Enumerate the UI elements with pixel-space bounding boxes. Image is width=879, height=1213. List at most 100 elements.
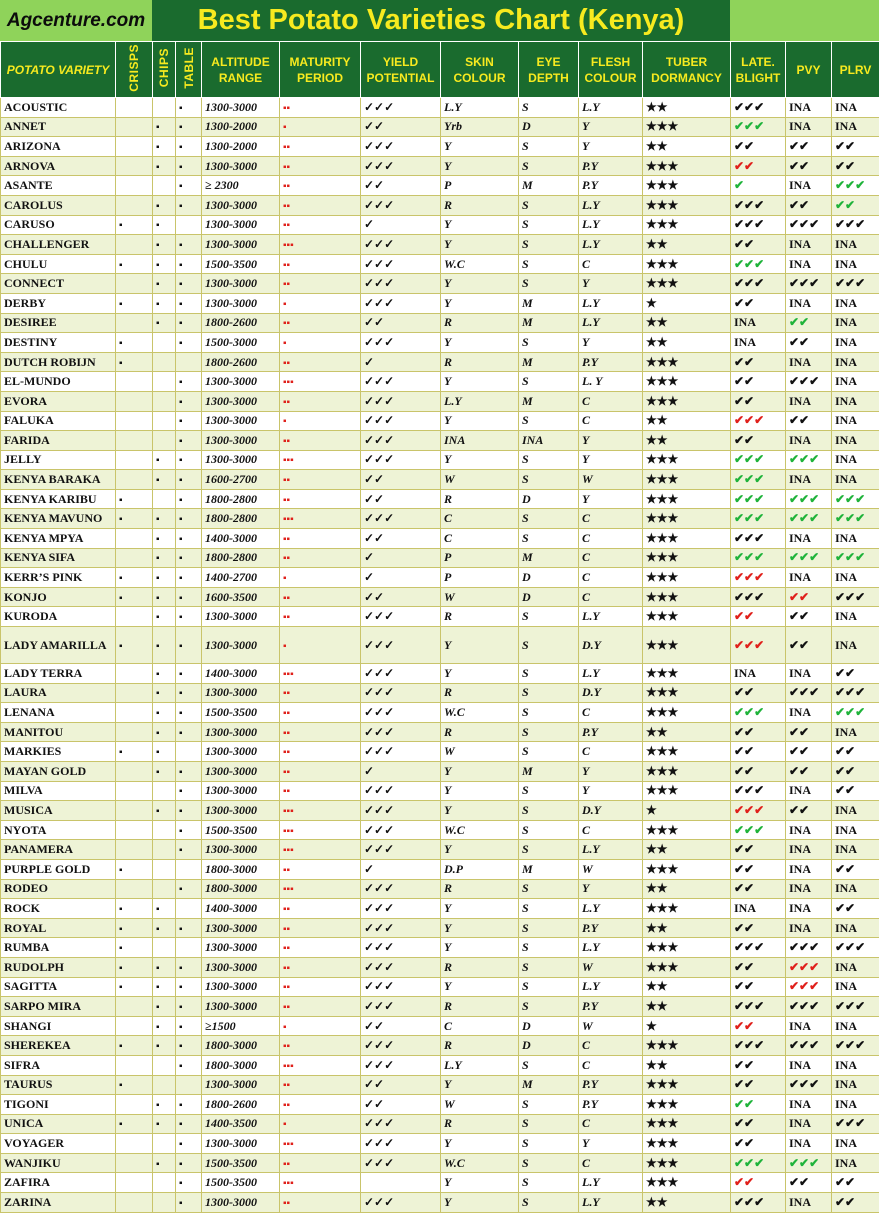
flesh-colour: L.Y: [579, 840, 643, 860]
table-cell-marks: ▪: [179, 1022, 183, 1033]
eye-depth: S: [519, 411, 579, 431]
table-cell: ▪: [176, 1055, 202, 1075]
tuber-dormancy: ★★★: [643, 568, 731, 588]
late-blight: ✔✔: [731, 918, 786, 938]
table-cell-marks: ▪: [179, 318, 183, 329]
pvy: INA: [786, 1016, 832, 1036]
table-cell: ▪: [176, 1036, 202, 1056]
chips-cell: ▪: [153, 607, 176, 627]
variety-name: KONJO: [1, 587, 116, 607]
header-pvy: PVY: [786, 42, 832, 98]
late-blight: ✔✔: [731, 1016, 786, 1036]
tuber-dormancy: ★: [643, 801, 731, 821]
tuber-dormancy-marks: ★★: [646, 315, 668, 329]
eye-depth: S: [519, 977, 579, 997]
tuber-dormancy: ★★: [643, 997, 731, 1017]
plrv: INA: [832, 431, 879, 451]
chips-cell: ▪: [153, 254, 176, 274]
pvy: INA: [786, 1114, 832, 1134]
yield-potential: ✓✓: [361, 1095, 441, 1115]
tuber-dormancy: ★★★: [643, 587, 731, 607]
check-icon: ✔✔✔: [734, 1156, 764, 1170]
header-skin-colour: SKIN COLOUR: [441, 42, 519, 98]
variety-name: FARIDA: [1, 431, 116, 451]
yield-potential-marks: ✓✓✓: [364, 1058, 394, 1072]
chips-cell: [153, 1075, 176, 1095]
altitude-range: 1300-3000: [202, 938, 280, 958]
tuber-dormancy: ★★★: [643, 156, 731, 176]
skin-colour: R: [441, 489, 519, 509]
tuber-dormancy-marks: ★★★: [646, 666, 678, 680]
check-icon: ✔✔: [789, 725, 809, 739]
pvy: ✔✔: [786, 411, 832, 431]
table-cell: ▪: [176, 333, 202, 353]
tuber-dormancy-marks: ★★★: [646, 705, 678, 719]
table-cell: ▪: [176, 587, 202, 607]
table-cell-marks: ▪: [179, 534, 183, 545]
eye-depth: S: [519, 840, 579, 860]
table-cell-marks: ▪: [179, 1041, 183, 1052]
maturity-period: ▪▪: [280, 859, 361, 879]
late-blight: ✔✔: [731, 683, 786, 703]
crisps-cell: [116, 801, 153, 821]
yield-potential-marks: ✓✓: [364, 492, 384, 506]
table-cell: ▪: [176, 722, 202, 742]
yield-potential: ✓✓: [361, 313, 441, 333]
chips-cell: [153, 1055, 176, 1075]
eye-depth: M: [519, 293, 579, 313]
yield-potential-marks: ✓✓✓: [364, 1116, 394, 1130]
check-icon: ✔✔: [789, 764, 809, 778]
chips-cell: [153, 431, 176, 451]
variety-name: DESIREE: [1, 313, 116, 333]
pvy: ✔✔: [786, 333, 832, 353]
eye-depth: S: [519, 98, 579, 118]
tuber-dormancy-marks: ★★: [646, 237, 668, 251]
skin-colour: R: [441, 195, 519, 215]
pvy: INA: [786, 899, 832, 919]
late-blight: ✔✔: [731, 372, 786, 392]
yield-potential: ✓✓✓: [361, 411, 441, 431]
tuber-dormancy: ★★★: [643, 781, 731, 801]
pvy: INA: [786, 918, 832, 938]
flesh-colour: D.Y: [579, 801, 643, 821]
maturity-period-marks: ▪▪: [283, 708, 290, 719]
late-blight: ✔✔✔: [731, 801, 786, 821]
late-blight: ✔✔✔: [731, 1036, 786, 1056]
maturity-period-marks: ▪▪▪: [283, 884, 294, 895]
chips-cell-marks: ▪: [156, 534, 160, 545]
tuber-dormancy-marks: ★★★: [646, 217, 678, 231]
flesh-colour: C: [579, 587, 643, 607]
pvy: ✔✔✔: [786, 489, 832, 509]
plrv: INA: [832, 568, 879, 588]
tuber-dormancy-marks: ★★★: [646, 1097, 678, 1111]
table-cell: ▪: [176, 683, 202, 703]
skin-colour: Y: [441, 977, 519, 997]
late-blight: ✔✔✔: [731, 117, 786, 137]
pvy: INA: [786, 879, 832, 899]
yield-potential-marks: ✓✓✓: [364, 1195, 394, 1209]
plrv: INA: [832, 977, 879, 997]
altitude-range: 1300-3000: [202, 293, 280, 313]
tuber-dormancy-marks: ★★: [646, 413, 668, 427]
eye-depth: S: [519, 879, 579, 899]
chips-cell: ▪: [153, 997, 176, 1017]
check-icon: ✔✔✔: [734, 1038, 764, 1052]
table-cell-marks: ▪: [179, 436, 183, 447]
variety-name: UNICA: [1, 1114, 116, 1134]
flesh-colour: L.Y: [579, 899, 643, 919]
chips-cell: ▪: [153, 529, 176, 549]
flesh-colour: C: [579, 1153, 643, 1173]
plrv: INA: [832, 293, 879, 313]
table-cell-marks: ▪: [179, 338, 183, 349]
eye-depth: S: [519, 938, 579, 958]
tuber-dormancy-marks: ★★: [646, 979, 668, 993]
altitude-range: 1400-2700: [202, 568, 280, 588]
table-cell: ▪: [176, 98, 202, 118]
